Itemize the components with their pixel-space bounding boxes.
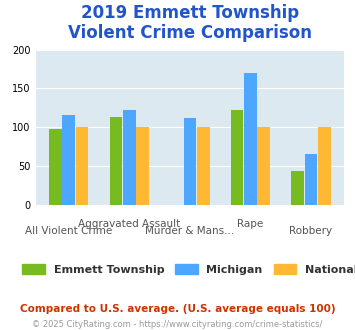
Text: Aggravated Assault: Aggravated Assault: [78, 218, 180, 229]
Bar: [197, 127, 209, 205]
Bar: [318, 127, 331, 205]
Bar: [184, 118, 196, 205]
Text: Robbery: Robbery: [289, 226, 333, 236]
Bar: [257, 127, 270, 205]
Bar: [231, 110, 244, 205]
Text: © 2025 CityRating.com - https://www.cityrating.com/crime-statistics/: © 2025 CityRating.com - https://www.city…: [32, 319, 323, 329]
Bar: [244, 73, 257, 205]
Bar: [305, 154, 317, 205]
Text: Rape: Rape: [237, 218, 264, 229]
Text: Murder & Mans...: Murder & Mans...: [145, 226, 235, 236]
Bar: [291, 171, 304, 205]
Bar: [76, 127, 88, 205]
Bar: [110, 117, 122, 205]
Bar: [62, 115, 75, 205]
Bar: [123, 110, 136, 205]
Bar: [49, 129, 62, 205]
Bar: [136, 127, 149, 205]
Text: Compared to U.S. average. (U.S. average equals 100): Compared to U.S. average. (U.S. average …: [20, 304, 335, 314]
Title: 2019 Emmett Township
Violent Crime Comparison: 2019 Emmett Township Violent Crime Compa…: [68, 4, 312, 42]
Legend: Emmett Township, Michigan, National: Emmett Township, Michigan, National: [18, 260, 355, 280]
Text: All Violent Crime: All Violent Crime: [25, 226, 113, 236]
